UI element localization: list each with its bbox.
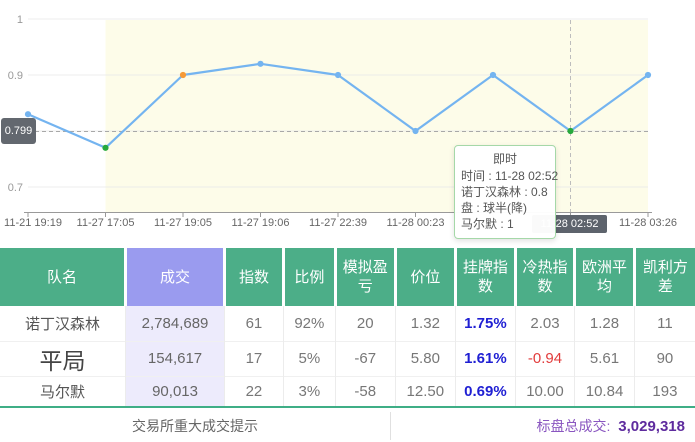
- major-trades-hint-link[interactable]: 交易所重大成交提示: [132, 418, 258, 434]
- header-price: 价位: [393, 248, 456, 306]
- tooltip-line-home-odds: 诺丁汉森林 : 0.8: [461, 185, 548, 199]
- cell-listed-index: 1.61%: [455, 340, 516, 376]
- table-header-row: 队名 成交 指数 比例 模拟盈亏 价位 挂牌指数 冷热指数 欧洲平均 凯利方差: [0, 248, 695, 306]
- header-sim-pl: 模拟盈亏: [333, 248, 396, 306]
- header-volume: 成交: [123, 248, 225, 306]
- table-row-draw[interactable]: 平局 154,617 17 5% -67 5.80 1.61% -0.94 5.…: [0, 340, 695, 376]
- cell-hot-index: 10.00: [514, 375, 575, 407]
- header-euro-avg: 欧洲平均: [573, 248, 635, 306]
- tooltip-line-away-odds: 马尔默 : 1: [461, 217, 514, 231]
- cell-sim-pl: -58: [334, 375, 396, 407]
- svg-text:1: 1: [17, 14, 23, 26]
- cell-euro-avg: 1.28: [574, 306, 635, 341]
- svg-text:11-27 19:06: 11-27 19:06: [232, 217, 290, 229]
- cell-kelly-var: 90: [633, 340, 695, 376]
- svg-text:11-27 19:05: 11-27 19:05: [154, 217, 212, 229]
- current-odds-badge: 0.799: [1, 118, 36, 144]
- cell-listed-index: 0.69%: [455, 375, 516, 407]
- header-team: 队名: [0, 248, 126, 306]
- cell-ratio: 5%: [282, 340, 336, 376]
- cell-hot-index: -0.94: [514, 340, 575, 376]
- svg-text:11-27 22:39: 11-27 22:39: [309, 217, 367, 229]
- cell-sim-pl: 20: [334, 306, 396, 341]
- cell-hot-index: 2.03: [514, 306, 575, 341]
- total-volume-value: 3,029,318: [618, 418, 685, 435]
- svg-text:11-28 00:23: 11-28 00:23: [387, 217, 445, 229]
- header-hot-index: 冷热指数: [513, 248, 575, 306]
- cell-team: 平局: [0, 340, 126, 376]
- odds-chart-panel[interactable]: 1 0.9 0.7 11-21 19:19 11-27 17:05 11-27 19:05…: [0, 0, 695, 248]
- total-volume: 标盘总成交: 3,029,318: [391, 416, 695, 436]
- cell-index: 61: [224, 306, 284, 341]
- cell-team: 诺丁汉森林: [0, 306, 126, 341]
- cell-sim-pl: -67: [334, 340, 396, 376]
- cell-index: 22: [224, 375, 284, 407]
- table-row-home[interactable]: 诺丁汉森林 2,784,689 61 92% 20 1.32 1.75% 2.0…: [0, 306, 695, 341]
- svg-text:11-28 03:26: 11-28 03:26: [619, 217, 677, 229]
- svg-text:11-27 17:05: 11-27 17:05: [77, 217, 135, 229]
- cell-index: 17: [224, 340, 284, 376]
- cell-volume: 90,013: [124, 375, 225, 407]
- cell-volume: 154,617: [124, 340, 225, 376]
- table-footer: 交易所重大成交提示 标盘总成交: 3,029,318: [0, 408, 695, 442]
- footer-divider: [390, 412, 391, 440]
- cell-team: 马尔默: [0, 375, 126, 407]
- cell-euro-avg: 10.84: [574, 375, 635, 407]
- cell-ratio: 92%: [282, 306, 336, 341]
- cell-price: 1.32: [394, 306, 456, 341]
- odds-table: 队名 成交 指数 比例 模拟盈亏 价位 挂牌指数 冷热指数 欧洲平均 凯利方差 …: [0, 248, 695, 408]
- table-row-away[interactable]: 马尔默 90,013 22 3% -58 12.50 0.69% 10.00 1…: [0, 375, 695, 407]
- svg-text:0.9: 0.9: [8, 70, 23, 82]
- cell-price: 12.50: [394, 375, 456, 407]
- svg-text:11-21 19:19: 11-21 19:19: [4, 217, 62, 229]
- cell-kelly-var: 193: [633, 375, 695, 407]
- tooltip-line-handicap: 盘 : 球半(降): [461, 201, 527, 215]
- cell-price: 5.80: [394, 340, 456, 376]
- odds-line-chart: 1 0.9 0.7 11-21 19:19 11-27 17:05 11-27 19:05…: [4, 14, 677, 229]
- cell-ratio: 3%: [282, 375, 336, 407]
- total-volume-label: 标盘总成交:: [536, 418, 611, 434]
- header-listed-index: 挂牌指数: [454, 248, 516, 306]
- cell-kelly-var: 11: [633, 306, 695, 341]
- svg-text:0.7: 0.7: [8, 182, 23, 194]
- tooltip-title: 即时: [492, 152, 517, 166]
- tooltip-line-time: 时间 : 11-28 02:52: [461, 169, 559, 183]
- header-kelly-var: 凯利方差: [632, 248, 695, 306]
- header-ratio: 比例: [281, 248, 336, 306]
- cell-listed-index: 1.75%: [455, 306, 516, 341]
- cell-volume: 2,784,689: [124, 306, 225, 341]
- cell-euro-avg: 5.61: [574, 340, 635, 376]
- hover-tooltip: 即时 时间 : 11-28 02:52 诺丁汉森林 : 0.8 盘 : 球半(降…: [454, 145, 559, 239]
- header-index: 指数: [223, 248, 284, 306]
